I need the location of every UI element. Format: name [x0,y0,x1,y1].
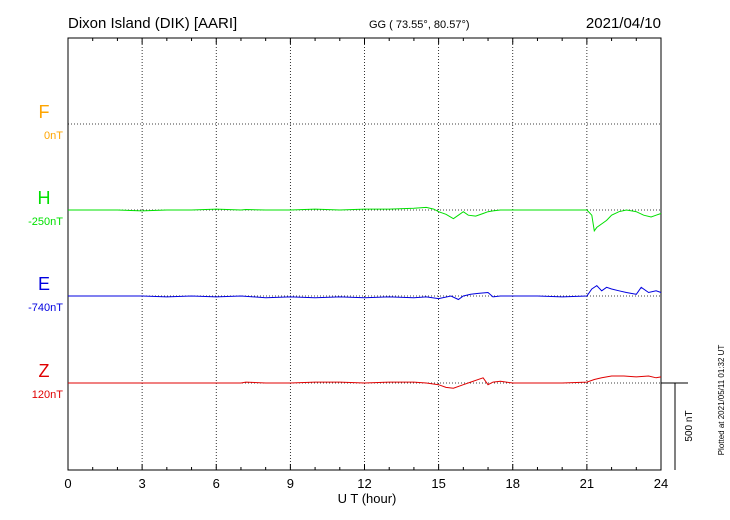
component-baseline-label: -250nT [28,216,63,228]
grid [68,38,661,470]
component-letter: Z [39,361,50,381]
component-baseline-label: -740nT [28,302,63,314]
x-tick-label: 9 [287,476,294,491]
x-tick-label: 24 [654,476,668,491]
x-tick-label: 21 [580,476,594,491]
component-letter: E [38,274,50,294]
station-coordinates: GG ( 73.55°, 80.57°) [369,19,470,31]
component-baseline-label: 120nT [32,389,63,401]
series-line-h [68,206,662,233]
x-tick-label: 15 [431,476,445,491]
x-tick-label: 3 [139,476,146,491]
component-baseline-label: 0nT [44,130,63,142]
x-axis-label: U T (hour) [338,491,397,506]
series-line-z [68,375,662,389]
plotted-at-note: Plotted at 2021/05/11 01:32 UT [717,345,726,456]
scale-bar: 500 nT [661,382,695,470]
x-tick-label: 12 [357,476,371,491]
station-title: Dixon Island (DIK) [AARI] [68,15,237,32]
x-tick-label: 6 [213,476,220,491]
series-lines [68,206,662,389]
x-tick-label: 0 [64,476,71,491]
plot-date: 2021/04/10 [586,15,661,32]
x-ticks: 0 3 6 9 12 15 18 21 24 [64,38,668,491]
x-tick-label: 18 [506,476,520,491]
component-labels: F 0nT H -250nT E -740nT Z 120nT [28,102,63,401]
series-line-e [68,284,662,301]
scale-bar-label: 500 nT [684,410,695,441]
component-letter: H [38,188,51,208]
component-letter: F [39,102,50,122]
